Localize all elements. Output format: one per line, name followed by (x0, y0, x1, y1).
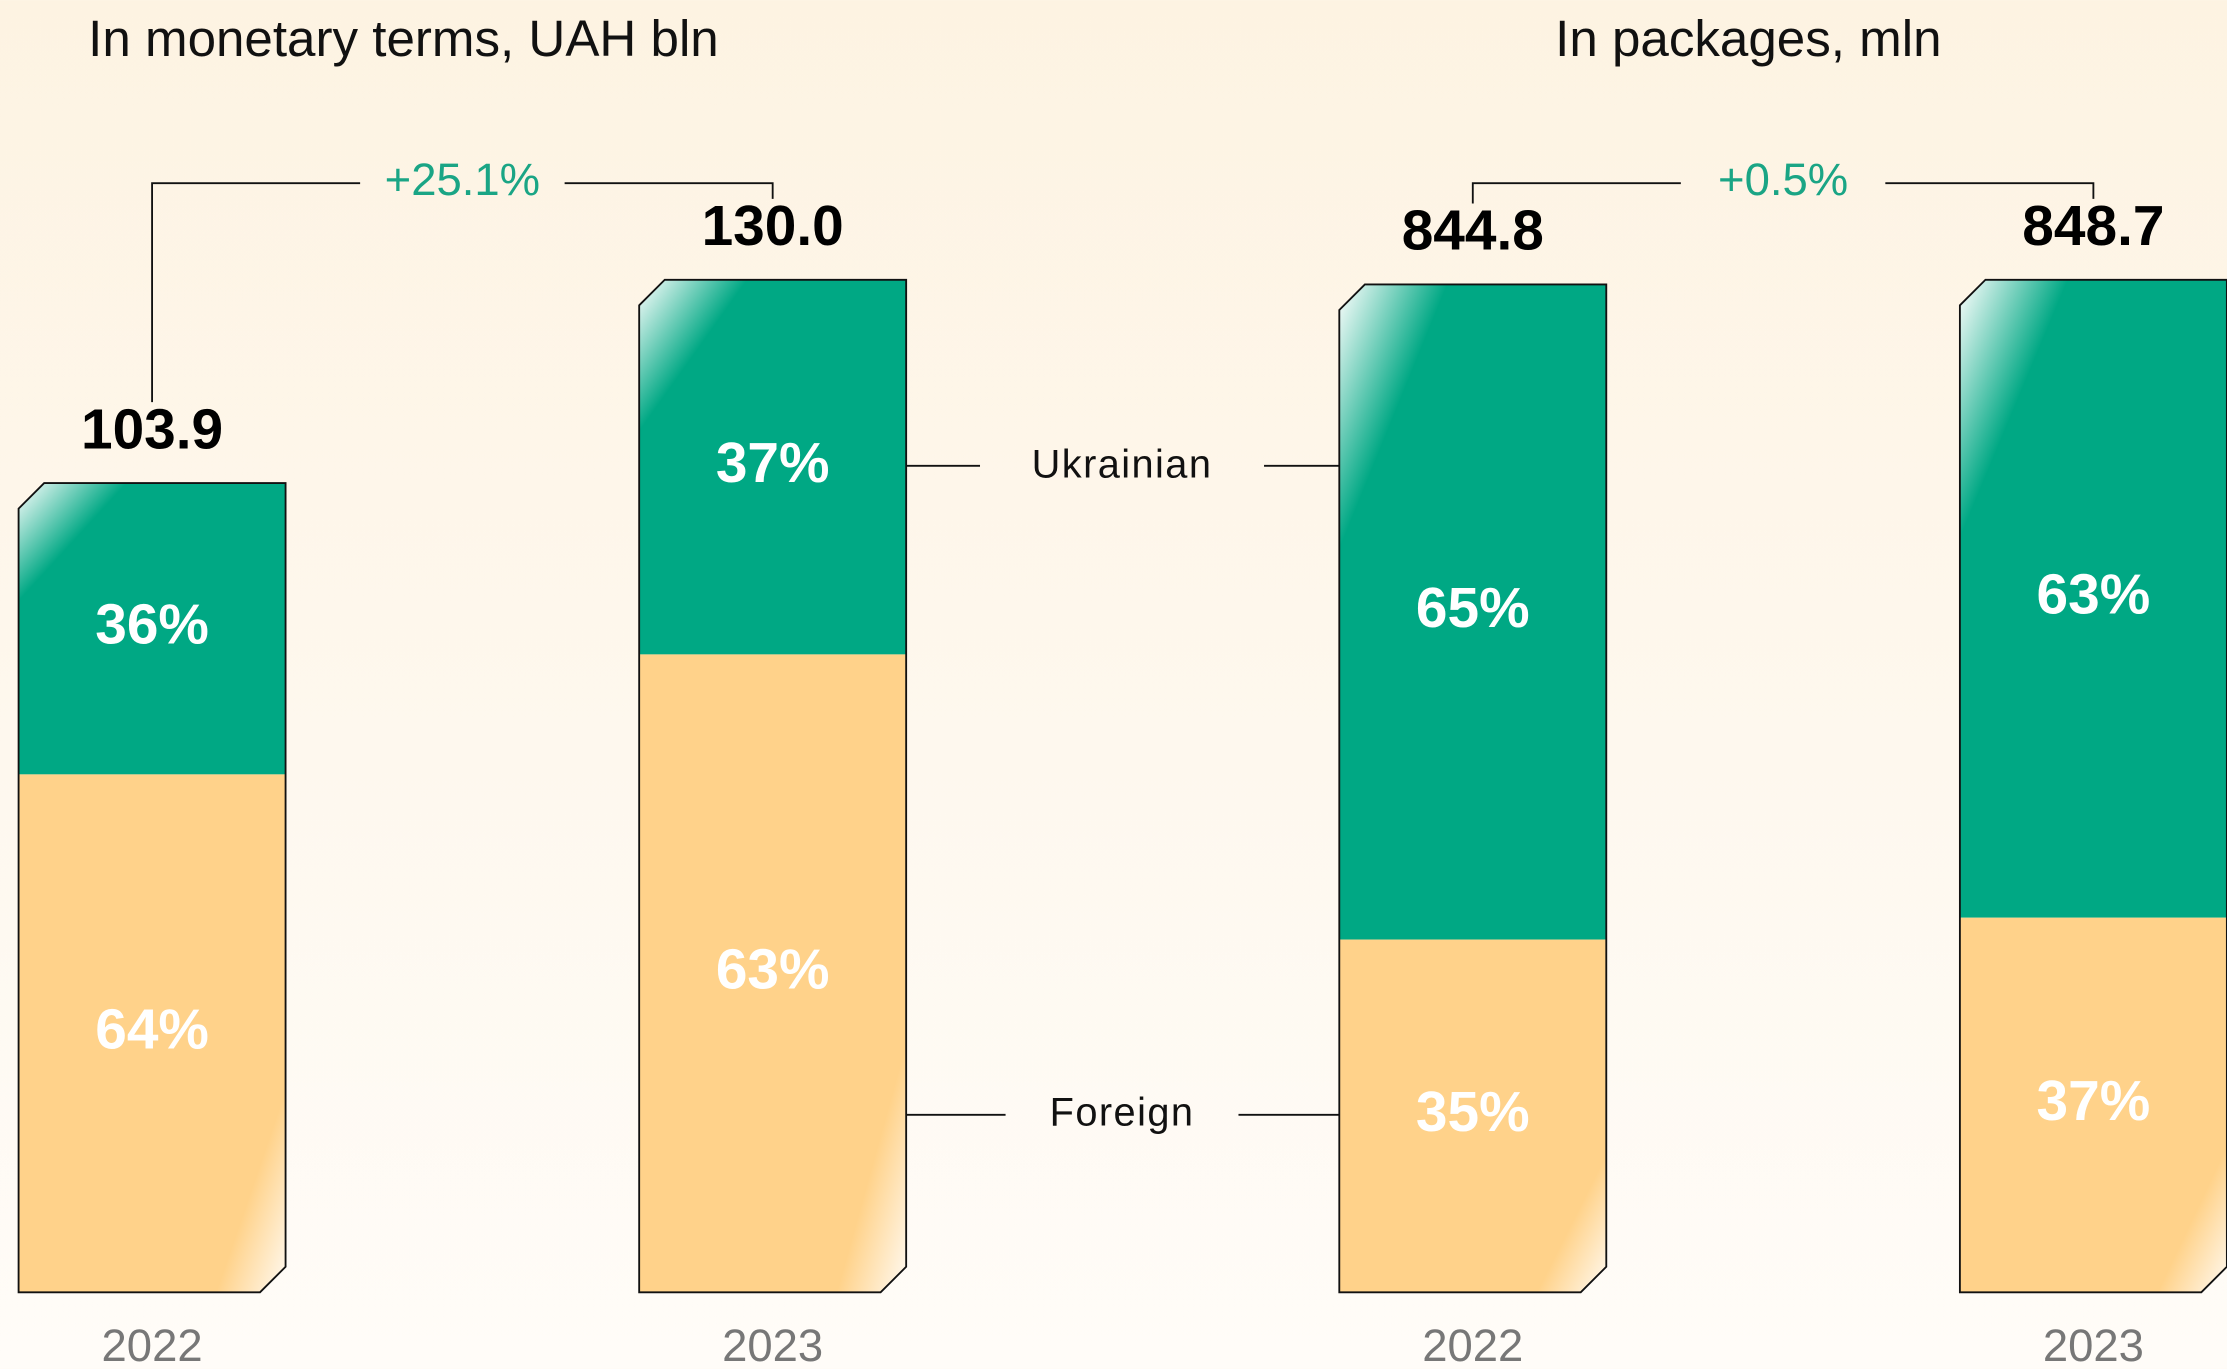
total-label: 103.9 (81, 398, 223, 461)
bar-outline (17, 482, 287, 1294)
change-label: +25.1% (385, 154, 540, 205)
change-bracket (1885, 182, 2095, 199)
x-tick-label: 2023 (2043, 1320, 2144, 1369)
segment-label: 36% (95, 594, 209, 657)
bar-segment (1959, 917, 2227, 1293)
segment-label: 37% (2037, 1070, 2151, 1133)
legend-label: Foreign (1050, 1090, 1195, 1134)
bar-outline (638, 278, 908, 1294)
bar-segment (1339, 284, 1607, 940)
bar-segment (1339, 939, 1607, 1293)
chart-title: In monetary terms, UAH bln (88, 10, 719, 67)
bar-segment (18, 483, 286, 775)
total-label: 130.0 (702, 195, 844, 258)
bar-segment (639, 279, 907, 655)
legend-label: Ukrainian (1032, 443, 1213, 487)
chart-title: In packages, mln (1555, 10, 1941, 67)
change-bracket (564, 182, 774, 199)
bar-segment (639, 654, 907, 1293)
change-bracket (1471, 182, 1681, 204)
segment-label: 37% (716, 432, 830, 495)
segment-label: 63% (716, 938, 830, 1001)
x-tick-label: 2022 (102, 1320, 203, 1369)
total-label: 848.7 (2022, 195, 2164, 258)
change-label: +0.5% (1718, 154, 1848, 205)
segment-label: 63% (2037, 564, 2151, 627)
segment-label: 64% (95, 998, 209, 1061)
bar-outline (1338, 283, 1608, 1294)
total-label: 844.8 (1402, 200, 1544, 263)
bar-segment (1959, 279, 2227, 918)
bar-segment (18, 774, 286, 1293)
change-bracket (151, 182, 361, 403)
segment-label: 35% (1416, 1081, 1530, 1144)
x-tick-label: 2022 (1422, 1320, 1523, 1369)
x-tick-label: 2023 (722, 1320, 823, 1369)
segment-label: 65% (1416, 577, 1530, 640)
